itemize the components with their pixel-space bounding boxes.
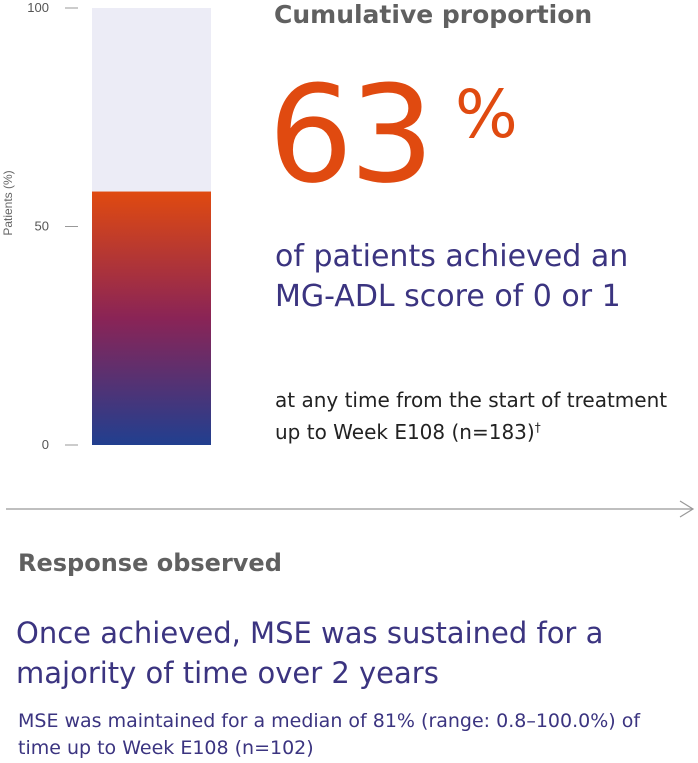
- y-axis: 0 50 100: [27, 0, 78, 452]
- cumulative-proportion-chart: 0 50 100 Patients (%): [1, 0, 695, 518]
- result-statement: of patients achieved an MG-ADL score of …: [275, 239, 629, 314]
- response-body: MSE was maintained for a median of 81% (…: [18, 710, 641, 759]
- response-subheading: Response observed: [18, 549, 282, 577]
- percent-sign: %: [455, 76, 518, 153]
- detail-footnote-mark: †: [534, 420, 541, 435]
- y-tick-label: 100: [27, 0, 49, 15]
- result-detail-text: at any time from the start of treatment …: [275, 388, 668, 444]
- percent-value: 63: [268, 57, 435, 213]
- result-detail: at any time from the start of treatment …: [275, 384, 695, 448]
- cumulative-proportion-heading: Cumulative proportion: [274, 0, 593, 29]
- response-headline: Once achieved, MSE was sustained for a m…: [16, 616, 604, 690]
- flow-arrow: [6, 500, 695, 518]
- y-tick-label: 0: [42, 437, 49, 452]
- y-axis-label: Patients (%): [1, 170, 15, 235]
- bar-cumulative-proportion: [92, 191, 211, 445]
- y-tick-label: 50: [35, 219, 49, 234]
